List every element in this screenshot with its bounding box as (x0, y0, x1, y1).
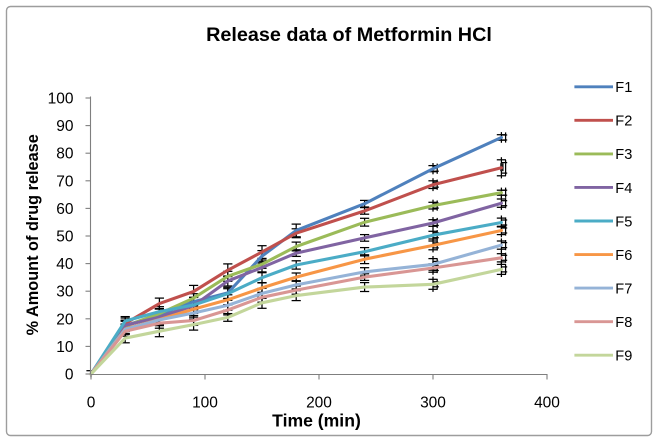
svg-text:400: 400 (534, 395, 560, 412)
svg-text:F5: F5 (615, 214, 632, 230)
svg-text:0: 0 (87, 395, 96, 412)
svg-text:200: 200 (306, 395, 332, 412)
svg-text:20: 20 (56, 311, 74, 328)
svg-text:30: 30 (56, 284, 74, 301)
svg-text:90: 90 (56, 118, 74, 135)
svg-text:F6: F6 (615, 248, 632, 264)
svg-text:F3: F3 (615, 147, 632, 163)
svg-text:F9: F9 (615, 349, 632, 365)
svg-text:F4: F4 (615, 181, 632, 197)
svg-text:10: 10 (56, 339, 74, 356)
svg-text:100: 100 (192, 395, 218, 412)
svg-text:70: 70 (56, 173, 74, 190)
svg-text:60: 60 (56, 201, 74, 218)
svg-text:% Amount of drug release: % Amount of drug release (24, 134, 42, 335)
svg-text:40: 40 (56, 256, 74, 273)
svg-text:80: 80 (56, 146, 74, 163)
svg-text:Release data of Metformin HCl: Release data of Metformin HCl (206, 24, 492, 46)
svg-text:50: 50 (56, 229, 74, 246)
svg-text:F1: F1 (615, 80, 632, 96)
svg-text:Time (min): Time (min) (272, 411, 361, 431)
svg-text:F8: F8 (615, 315, 632, 331)
svg-text:0: 0 (65, 367, 74, 384)
svg-text:100: 100 (48, 91, 74, 108)
svg-text:F2: F2 (615, 114, 632, 130)
svg-text:300: 300 (420, 395, 446, 412)
svg-text:F7: F7 (615, 281, 632, 297)
